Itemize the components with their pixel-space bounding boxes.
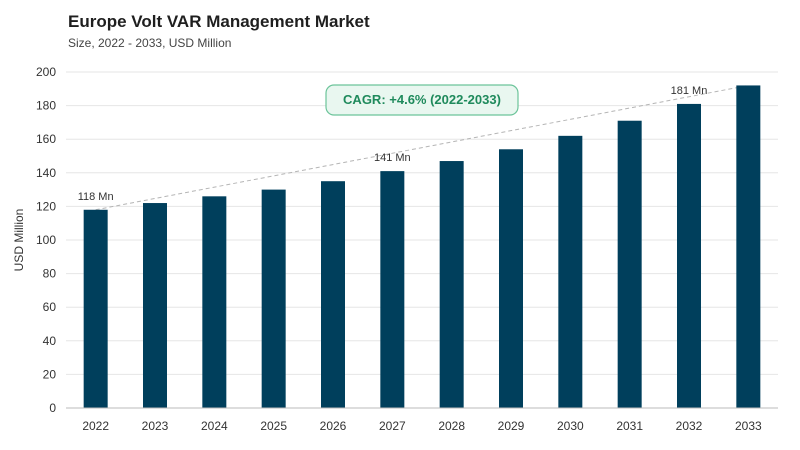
bar	[558, 135, 583, 408]
data-label: 181 Mn	[671, 85, 708, 97]
y-tick-label: 140	[36, 166, 56, 180]
bar	[439, 161, 464, 408]
data-label: 118 Mn	[78, 191, 114, 203]
y-tick-label: 120	[36, 199, 56, 213]
chart-subtitle: Size, 2022 - 2033, USD Million	[68, 36, 232, 50]
x-tick-label: 2026	[320, 419, 347, 433]
y-tick-label: 100	[36, 233, 56, 247]
y-tick-label: 200	[36, 65, 56, 79]
bar	[83, 209, 108, 408]
bar	[499, 149, 523, 408]
y-tick-label: 0	[49, 401, 56, 415]
y-tick-label: 60	[43, 300, 57, 314]
x-axis-ticks: 2022 2023 2024 2025 2026 2027 2028 2029 2030 2031…	[82, 419, 762, 433]
x-tick-label: 2031	[616, 419, 643, 433]
x-tick-label: 2024	[201, 419, 228, 433]
y-tick-label: 20	[43, 367, 57, 381]
cagr-text: CAGR: +4.6% (2022-2033)	[343, 92, 501, 107]
x-tick-label: 2023	[142, 419, 169, 433]
bar	[677, 103, 701, 409]
x-tick-label: 2032	[676, 419, 703, 433]
bars	[83, 85, 761, 409]
bar	[380, 171, 405, 408]
x-tick-label: 2030	[557, 419, 584, 433]
y-tick-label: 80	[43, 267, 57, 281]
trend-line	[95, 84, 749, 211]
bar	[202, 196, 227, 408]
y-axis-label: USD Million	[12, 209, 26, 272]
data-labels: 118 Mn 141 Mn 181 Mn	[78, 85, 708, 203]
x-tick-label: 2029	[498, 419, 525, 433]
chart-title: Europe Volt VAR Management Market	[68, 12, 370, 31]
x-tick-label: 2033	[735, 419, 762, 433]
bar	[321, 181, 345, 408]
gridlines	[66, 71, 778, 375]
x-tick-label: 2028	[438, 419, 465, 433]
x-tick-label: 2025	[260, 419, 287, 433]
bar	[617, 120, 642, 408]
y-axis-ticks: 0 20 40 60 80 100 120 140 160 180 200	[36, 65, 56, 415]
bar	[261, 189, 286, 408]
x-tick-label: 2022	[82, 419, 109, 433]
trend-line-segment	[95, 84, 749, 211]
bar	[143, 203, 167, 408]
y-tick-label: 160	[36, 132, 56, 146]
cagr-annotation: CAGR: +4.6% (2022-2033)	[325, 84, 519, 116]
data-label: 141 Mn	[374, 152, 411, 164]
bar	[736, 85, 761, 408]
y-tick-label: 40	[43, 334, 57, 348]
y-tick-label: 180	[36, 99, 56, 113]
x-tick-label: 2027	[379, 419, 406, 433]
cagr-box	[325, 84, 519, 116]
